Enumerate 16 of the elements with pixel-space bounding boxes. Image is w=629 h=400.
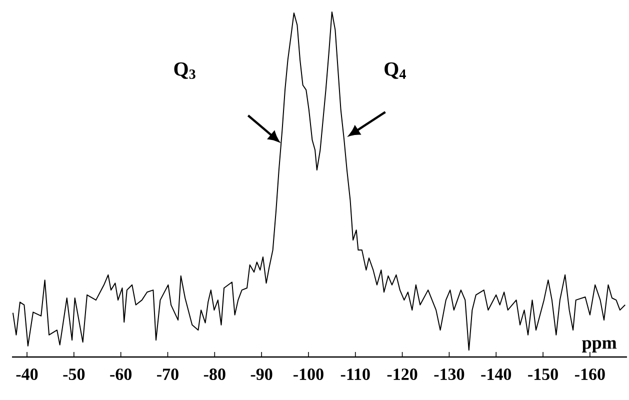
x-tick-label: -120 (387, 368, 418, 380)
x-tick-label: -50 (63, 368, 85, 380)
x-tick-label: -100 (294, 368, 324, 380)
x-tick-label: -140 (481, 368, 512, 380)
annotation: Q$_{4}$ (384, 62, 406, 79)
x-axis-title: ppm (582, 340, 617, 352)
annotation: Q$_{3}$ (174, 62, 196, 79)
x-tick-label: -130 (434, 368, 464, 380)
x-tick-label: -160 (574, 368, 605, 380)
x-tick-label: -150 (528, 368, 558, 380)
x-tick-label: -40 (16, 368, 38, 380)
x-tick-label: -110 (340, 368, 370, 380)
x-tick-label: -70 (157, 368, 178, 380)
x-tick-label: -90 (250, 368, 272, 380)
x-tick-label: -80 (204, 368, 226, 380)
x-tick-label: -60 (110, 368, 132, 380)
